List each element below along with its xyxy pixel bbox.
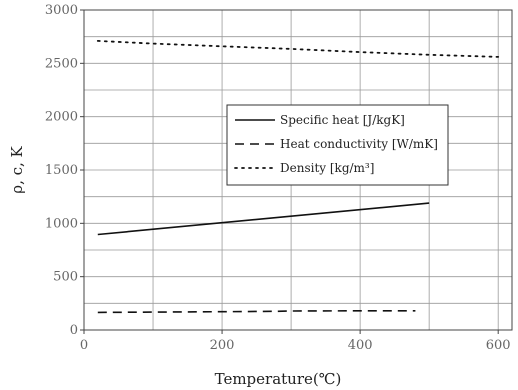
series-line-dotted [96, 40, 500, 58]
x-tick-label: 600 [486, 338, 511, 353]
y-axis-title: ρ, c, K [8, 145, 26, 193]
y-tick-label: 3000 [45, 3, 78, 18]
y-tick-label: 2000 [45, 110, 78, 125]
x-tick-label: 0 [80, 338, 88, 353]
y-tick-labels: 0 500 1000 1500 2000 2500 3000 [45, 3, 84, 338]
legend-label: Density [kg/m³] [280, 161, 374, 175]
legend-box [226, 104, 449, 186]
legend-label: Heat conductivity [W/mK] [280, 137, 438, 151]
x-tick-label: 400 [348, 338, 373, 353]
series-layer [96, 40, 500, 314]
legend-label: Specific heat [J/kgK] [280, 113, 405, 127]
x-axis-title: Temperature(℃) [215, 370, 342, 388]
y-tick-label: 2500 [45, 56, 78, 71]
y-tick-label: 1500 [45, 163, 78, 178]
series-line-dashed [97, 309, 416, 314]
x-tick-labels: 0 200 400 600 [80, 330, 511, 353]
x-tick-label: 200 [210, 338, 235, 353]
y-tick-label: 0 [70, 323, 78, 338]
y-tick-label: 500 [53, 270, 78, 285]
legend: Specific heat [J/kgK] Heat conductivity [… [226, 104, 449, 186]
y-tick-label: 1000 [45, 216, 78, 231]
series-line-solid [97, 202, 430, 236]
